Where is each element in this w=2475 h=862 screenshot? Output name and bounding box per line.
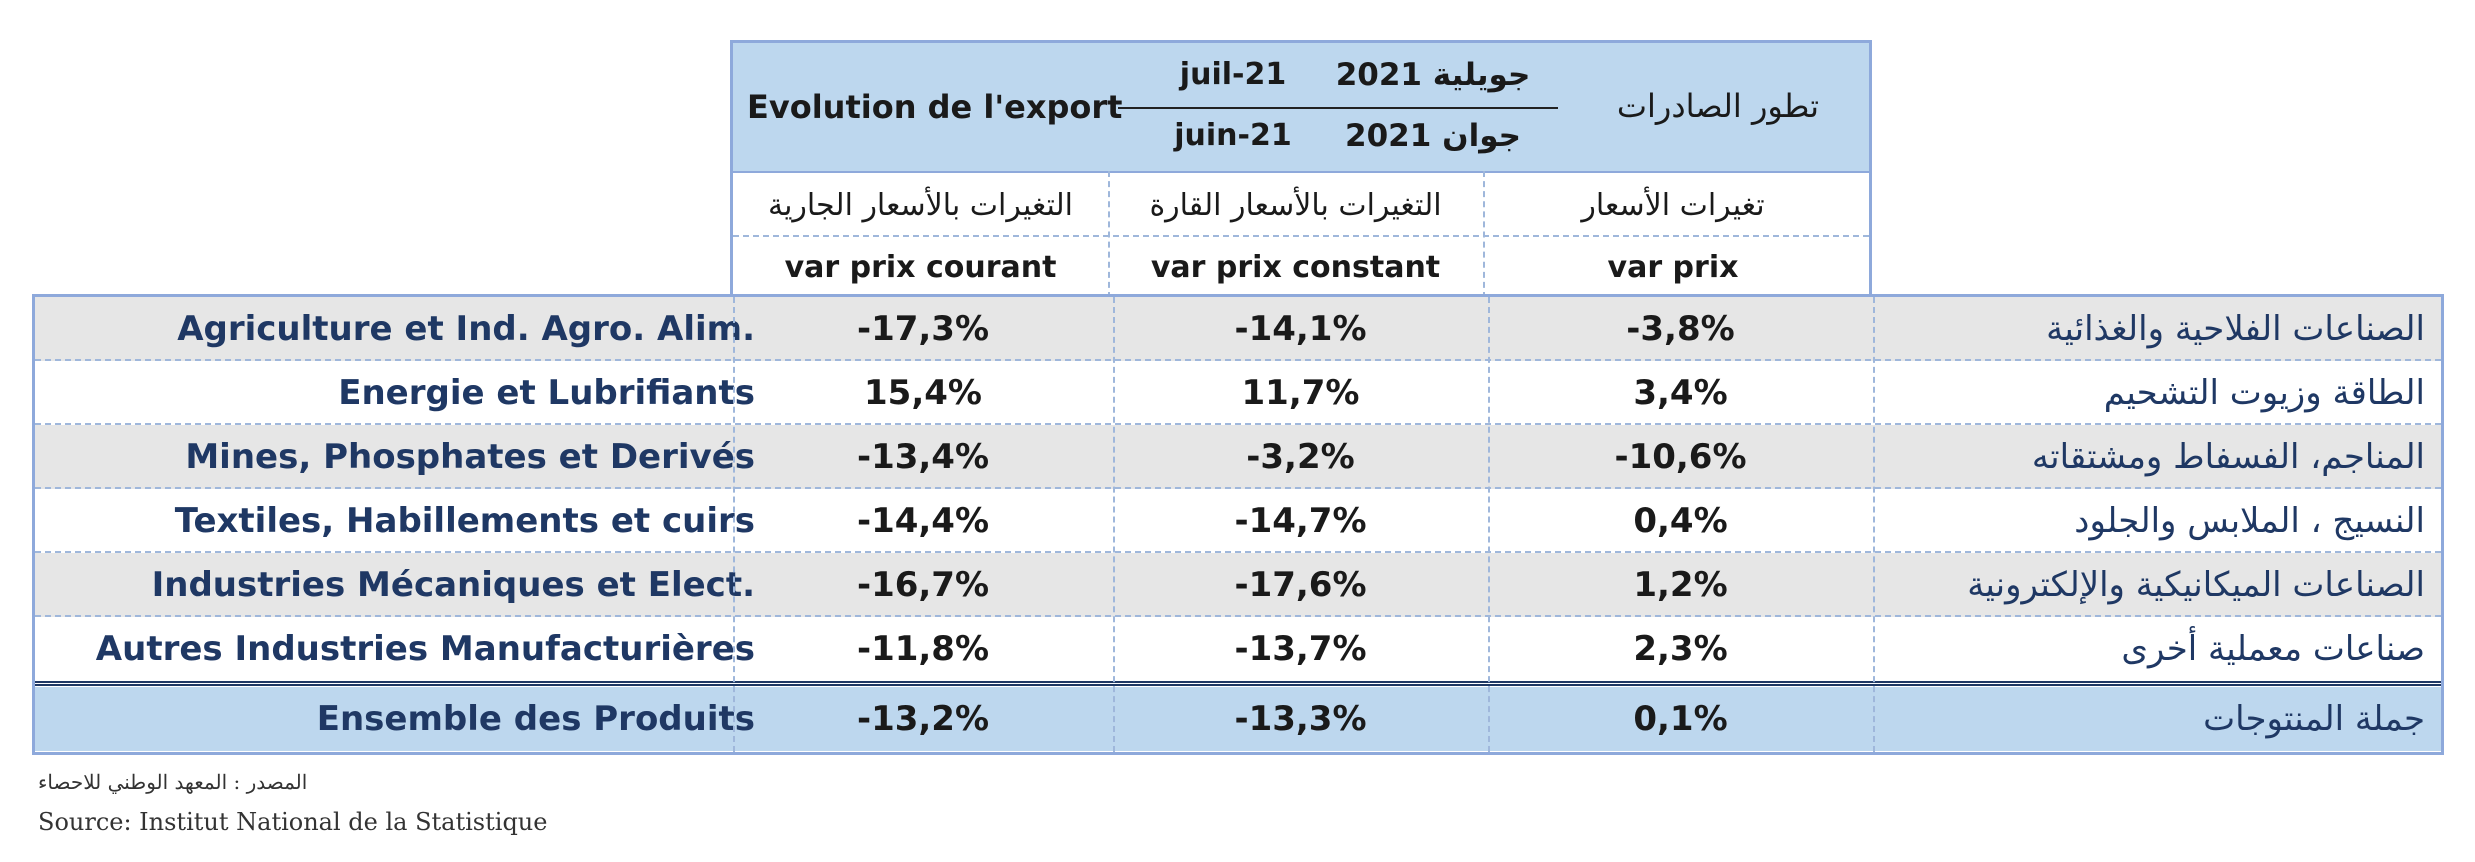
col3-fr: var prix [1607,250,1739,285]
product-name-fr: Textiles, Habillements et cuirs [174,501,755,541]
var-prix-courant: -16,7% [856,565,990,605]
table-row: Industries Mécaniques et Elect. -16,7% -17… [35,553,2441,617]
source-ar: المصدر : المعهد الوطني للاحصاء [38,770,308,794]
total-row: Ensemble des Produits -13,2% -13,3% 0,1% جمل… [35,687,2441,751]
fraction-line-fr [1118,107,1333,109]
period-previous-fr: juin-21 [1174,118,1292,153]
col-divider-4 [1873,297,1875,752]
table-row: Autres Industries Manufacturières -11,8% -… [35,617,2441,681]
header-col-divider-2 [1483,171,1485,298]
var-prix-constant: -13,3% [1234,699,1367,739]
var-prix: 2,3% [1633,629,1728,669]
col-divider-1 [733,297,735,752]
table-row: Mines, Phosphates et Derivés -13,4% -3,2% -… [35,425,2441,489]
product-name-ar: النسيج ، الملابس والجلود [2074,501,2425,541]
product-name-ar: الصناعات الميكانيكية والإلكترونية [1967,565,2425,605]
period-previous-ar: جوان 2021 [1345,118,1521,154]
var-prix-courant: -13,2% [856,699,990,739]
var-prix: 0,1% [1633,699,1728,739]
period-current-fr: juil-21 [1179,57,1287,92]
product-name-ar: الطاقة وزيوت التشحيم [2103,373,2425,413]
col1-fr: var prix courant [784,250,1057,285]
var-prix-constant: -17,6% [1234,565,1367,605]
var-prix: 0,4% [1633,501,1728,541]
var-prix-courant: -13,4% [856,437,990,477]
data-table: Agriculture et Ind. Agro. Alim. -17,3% -14… [32,294,2444,755]
col2-ar: التغيرات بالأسعار القارة [1149,188,1442,223]
var-prix-constant: -14,1% [1234,309,1367,349]
header-divider [733,171,1869,173]
var-prix-courant: -17,3% [856,309,990,349]
col1-ar: التغيرات بالأسعار الجارية [768,188,1073,223]
product-name-fr: Mines, Phosphates et Derivés [185,437,755,477]
table-row: Energie et Lubrifiants 15,4% 11,7% 3,4% الطا… [35,361,2441,425]
product-name-ar: جملة المنتوجات [2203,699,2425,739]
var-prix: -3,8% [1626,309,1735,349]
header-col-divider-1 [1108,171,1110,298]
table-row: Textiles, Habillements et cuirs -14,4% -14… [35,489,2441,553]
col2-fr: var prix constant [1150,250,1441,285]
header-dash-divider [733,235,1869,237]
title-fr: Evolution de l'export [747,88,1123,126]
var-prix: -10,6% [1614,437,1747,477]
var-prix-courant: 15,4% [864,373,982,413]
product-name-ar: المناجم، الفسفاط ومشتقاته [2031,437,2425,477]
col-divider-2 [1113,297,1115,752]
product-name-ar: صناعات معملية أخرى [2121,629,2425,669]
table-row: Agriculture et Ind. Agro. Alim. -17,3% -14… [35,297,2441,361]
fraction-line-ar [1318,107,1558,109]
source-fr: Source: Institut National de la Statisti… [38,808,548,836]
table-header: Evolution de l'export juil-21 juin-21 جو… [730,40,1872,298]
total-separator [35,681,2441,686]
var-prix-courant: -11,8% [856,629,990,669]
product-name-fr: Autres Industries Manufacturières [95,629,755,669]
product-name-fr: Ensemble des Produits [316,699,755,739]
title-ar: تطور الصادرات [1616,87,1820,125]
product-name-fr: Industries Mécaniques et Elect. [151,565,755,605]
var-prix-constant: -14,7% [1234,501,1367,541]
product-name-fr: Energie et Lubrifiants [338,373,755,413]
var-prix: 1,2% [1633,565,1728,605]
col-divider-3 [1488,297,1490,752]
var-prix-courant: -14,4% [856,501,990,541]
var-prix-constant: 11,7% [1241,373,1360,413]
var-prix: 3,4% [1633,373,1728,413]
period-current-ar: جويلية 2021 [1335,57,1531,93]
var-prix-constant: -3,2% [1246,437,1355,477]
product-name-fr: Agriculture et Ind. Agro. Alim. [177,309,755,349]
col3-ar: تغيرات الأسعار [1581,188,1765,223]
product-name-ar: الصناعات الفلاحية والغذائية [2046,309,2425,349]
var-prix-constant: -13,7% [1234,629,1367,669]
